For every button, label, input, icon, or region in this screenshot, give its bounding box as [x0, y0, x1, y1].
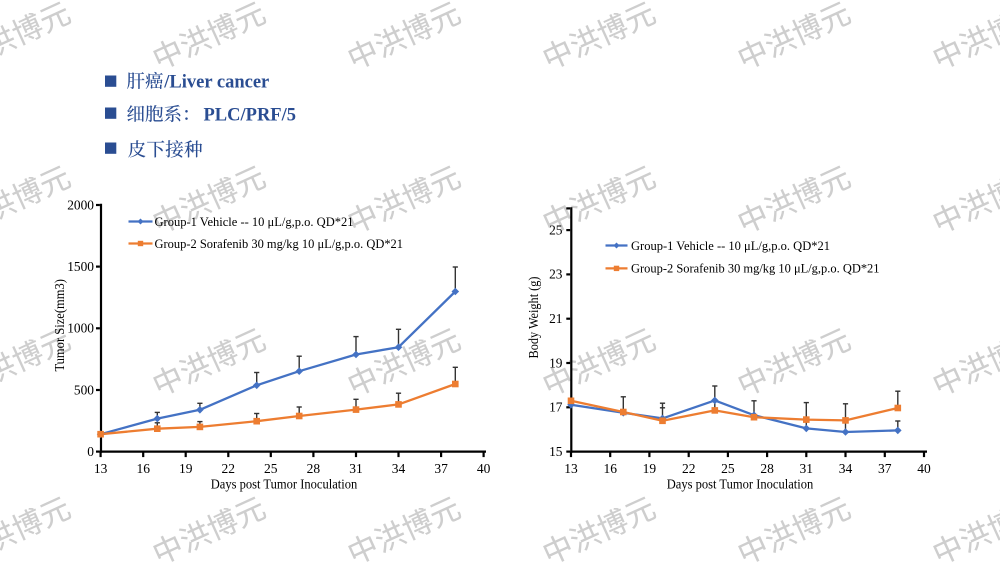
svg-text:15: 15 — [549, 444, 563, 459]
svg-text:Body Weight (g): Body Weight (g) — [526, 277, 541, 359]
svg-text:PLC/PRF/5: PLC/PRF/5 — [204, 106, 297, 126]
svg-text:34: 34 — [392, 461, 406, 476]
svg-text:2000: 2000 — [67, 197, 94, 212]
svg-text:25: 25 — [721, 461, 735, 476]
svg-text:Group-1 Vehicle -- 10 μL/g,p.o: Group-1 Vehicle -- 10 μL/g,p.o. QD*21 — [631, 238, 830, 253]
svg-text:500: 500 — [74, 382, 94, 397]
svg-text:25: 25 — [264, 461, 278, 476]
svg-text:Days post Tumor Inoculation: Days post Tumor Inoculation — [211, 477, 358, 492]
svg-text:0: 0 — [87, 444, 94, 459]
svg-text:Days post Tumor Inoculation: Days post Tumor Inoculation — [667, 477, 814, 492]
svg-text:19: 19 — [179, 461, 193, 476]
svg-text:/Liver cancer: /Liver cancer — [163, 73, 269, 93]
svg-text:37: 37 — [878, 461, 892, 476]
svg-text:40: 40 — [917, 461, 931, 476]
svg-text:31: 31 — [800, 461, 814, 476]
svg-text:Group-1 Vehicle -- 10 μL/g,p.o: Group-1 Vehicle -- 10 μL/g,p.o. QD*21 — [155, 214, 354, 229]
svg-text:21: 21 — [549, 311, 562, 326]
svg-text:34: 34 — [839, 461, 853, 476]
svg-text:23: 23 — [549, 267, 563, 282]
svg-text:16: 16 — [603, 461, 617, 476]
svg-text:13: 13 — [564, 461, 578, 476]
svg-text:37: 37 — [434, 461, 448, 476]
svg-text:16: 16 — [136, 461, 150, 476]
svg-text:17: 17 — [549, 400, 563, 415]
svg-text:1000: 1000 — [67, 321, 94, 336]
svg-text:1500: 1500 — [67, 259, 94, 274]
svg-text:19: 19 — [643, 461, 657, 476]
svg-text:13: 13 — [94, 461, 108, 476]
svg-text:Tumor Size(mm3): Tumor Size(mm3) — [52, 279, 67, 372]
svg-text:31: 31 — [349, 461, 363, 476]
svg-text:28: 28 — [307, 461, 321, 476]
svg-text:22: 22 — [222, 461, 236, 476]
svg-text:22: 22 — [682, 461, 696, 476]
svg-text:28: 28 — [760, 461, 774, 476]
svg-text:Group-2 Sorafenib 30 mg/kg 10: Group-2 Sorafenib 30 mg/kg 10 μL/g,p.o. … — [631, 261, 880, 276]
svg-text:19: 19 — [549, 355, 563, 370]
svg-text:40: 40 — [477, 461, 491, 476]
svg-text:25: 25 — [549, 222, 563, 237]
svg-text:Group-2 Sorafenib 30 mg/kg 10: Group-2 Sorafenib 30 mg/kg 10 μL/g,p.o. … — [155, 236, 404, 251]
